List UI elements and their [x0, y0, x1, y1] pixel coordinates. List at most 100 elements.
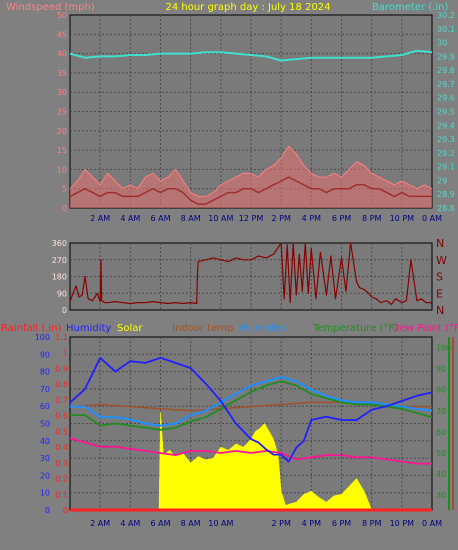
- legend-indoor-temp: Indoor temp: [172, 323, 233, 334]
- barometer-tick-label: 29.9: [437, 52, 455, 61]
- x-tick-label: 6 PM: [332, 214, 351, 223]
- x-tick-label: 8 AM: [181, 214, 201, 223]
- x-tick-label: 4 PM: [302, 214, 321, 223]
- legend-rainfall: Rainfall (.in): [1, 323, 62, 334]
- barometer-tick-label: 29.1: [437, 163, 455, 172]
- barometer-tick-label: 29.3: [437, 135, 455, 144]
- temperature-tick-label: 80: [436, 386, 446, 395]
- x-tick-label: 10 PM: [390, 519, 415, 528]
- humidity-line: [69, 356, 433, 463]
- humidity-tick-label: 30: [40, 454, 50, 463]
- direction-tick-label: 180: [52, 273, 67, 282]
- barometer-tick-label: 29.2: [437, 149, 455, 158]
- rainfall-tick-label: 0.7: [55, 396, 68, 405]
- windspeed-axis-label: Windspeed (mph): [6, 2, 95, 13]
- humidity-tick-label: 50: [40, 420, 50, 429]
- direction-tick-label: 90: [57, 289, 67, 298]
- x-tick-label: 8 PM: [362, 214, 381, 223]
- compass-tick-label: N: [436, 237, 444, 250]
- x-tick-label: 6 PM: [332, 519, 351, 528]
- rainfall-tick-label: 1: [63, 349, 68, 358]
- windspeed-tick-label: 15: [57, 146, 67, 155]
- legend-solar: Solar: [117, 323, 143, 334]
- x-tick-label: 12 PM: [239, 214, 264, 223]
- barometer-tick-label: 28.8: [437, 204, 455, 213]
- rainfall-tick-label: 0.4: [55, 443, 68, 452]
- temperature-tick-label: 70: [436, 407, 446, 416]
- x-tick-label: 2 AM: [90, 214, 110, 223]
- dew-point-line: [69, 437, 432, 465]
- x-tick-label: 4 AM: [120, 519, 140, 528]
- windspeed-tick-label: 20: [57, 127, 67, 136]
- barometer-tick-label: 30.1: [437, 25, 455, 34]
- x-tick-label: 2 AM: [90, 519, 110, 528]
- compass-tick-label: N: [436, 304, 444, 317]
- windspeed-tick-label: 10: [57, 165, 67, 174]
- barometer-tick-label: 29.4: [437, 121, 455, 130]
- humidity-tick-label: 80: [40, 368, 50, 377]
- barometer-tick-label: 30: [437, 39, 447, 48]
- rainfall-tick-label: 0.5: [55, 427, 68, 436]
- barometer-tick-label: 28.9: [437, 190, 455, 199]
- windspeed-tick-label: 5: [62, 185, 67, 194]
- windspeed-tick-label: 40: [57, 50, 67, 59]
- windspeed-tick-label: 0: [62, 204, 67, 213]
- rainfall-tick-label: 0.1: [55, 490, 68, 499]
- rainfall-tick-label: 0.6: [55, 412, 68, 421]
- temperature-tick-label: 50: [436, 449, 446, 458]
- temperature-tick-label: 100: [436, 344, 451, 353]
- legend-humidity: Humidity: [66, 323, 111, 334]
- humidity-tick-label: 100: [35, 333, 50, 342]
- compass-tick-label: W: [436, 254, 447, 267]
- direction-tick-label: 270: [52, 256, 67, 265]
- rainfall-tick-label: 0.9: [55, 364, 68, 373]
- wind-gust-line: [69, 145, 433, 197]
- humidity-tick-label: 40: [40, 437, 50, 446]
- legend-humidex: Humidex: [241, 323, 286, 334]
- temperature-tick-label: 90: [436, 365, 446, 374]
- legend-temperature: Temperature (°F): [312, 323, 398, 334]
- temperature-tick-label: 40: [436, 470, 446, 479]
- x-tick-label: 10 AM: [208, 214, 233, 223]
- x-tick-label: 8 AM: [181, 519, 201, 528]
- rainfall-tick-label: 0.3: [55, 459, 68, 468]
- temperature-line: [70, 380, 433, 431]
- x-tick-label: 8 PM: [362, 519, 381, 528]
- humidity-tick-label: 60: [40, 402, 50, 411]
- humidity-tick-label: 10: [40, 489, 50, 498]
- rainfall-tick-label: 0: [63, 506, 68, 515]
- x-tick-label: 4 PM: [302, 519, 321, 528]
- barometer-tick-label: 29.7: [437, 80, 455, 89]
- wind-average-line: [69, 176, 432, 205]
- x-tick-label: 2 PM: [271, 519, 290, 528]
- temperature-tick-label: 60: [436, 428, 446, 437]
- rainfall-tick-label: 0.8: [55, 380, 68, 389]
- legend: Rainfall (.in) Humidity Solar Indoor tem…: [1, 323, 458, 334]
- barometer-axis-label: Barometer (.in): [372, 2, 448, 13]
- barometer-tick-label: 29.6: [437, 94, 455, 103]
- windspeed-tick-label: 25: [57, 108, 67, 117]
- windspeed-tick-label: 35: [57, 69, 67, 78]
- x-tick-label: 0 AM: [422, 519, 442, 528]
- windspeed-tick-label: 45: [57, 30, 67, 39]
- barometer-tick-label: 29.8: [437, 66, 455, 75]
- x-tick-label: 10 AM: [208, 519, 233, 528]
- x-tick-label: 2 PM: [271, 214, 290, 223]
- wind-barometer-chart: 0 5 10 15 20 25 30 35 40 45 50 28.8 28.9 29 29.1 29.2 29…: [57, 11, 455, 223]
- rainfall-tick-label: 0.2: [55, 475, 68, 484]
- temperature-humidity-chart: 0 10 20 30 40 50 60 70 80 90 100 0 0.1 0.2 0.3 0.4 0.5 0.…: [35, 333, 454, 528]
- humidex-line: [70, 376, 433, 427]
- wind-direction-line: [69, 242, 432, 305]
- legend-dew-point: Dew Point (°F: [392, 323, 458, 334]
- windspeed-tick-label: 30: [57, 88, 67, 97]
- rainfall-tick-label: 1.1: [55, 333, 68, 342]
- x-tick-label: 4 AM: [120, 214, 140, 223]
- barometer-line: [69, 49, 433, 62]
- humidity-tick-label: 0: [45, 506, 50, 515]
- compass-tick-label: S: [436, 271, 443, 284]
- x-tick-label: 10 PM: [390, 214, 415, 223]
- x-tick-label: 6 AM: [150, 214, 170, 223]
- humidity-tick-label: 70: [40, 385, 50, 394]
